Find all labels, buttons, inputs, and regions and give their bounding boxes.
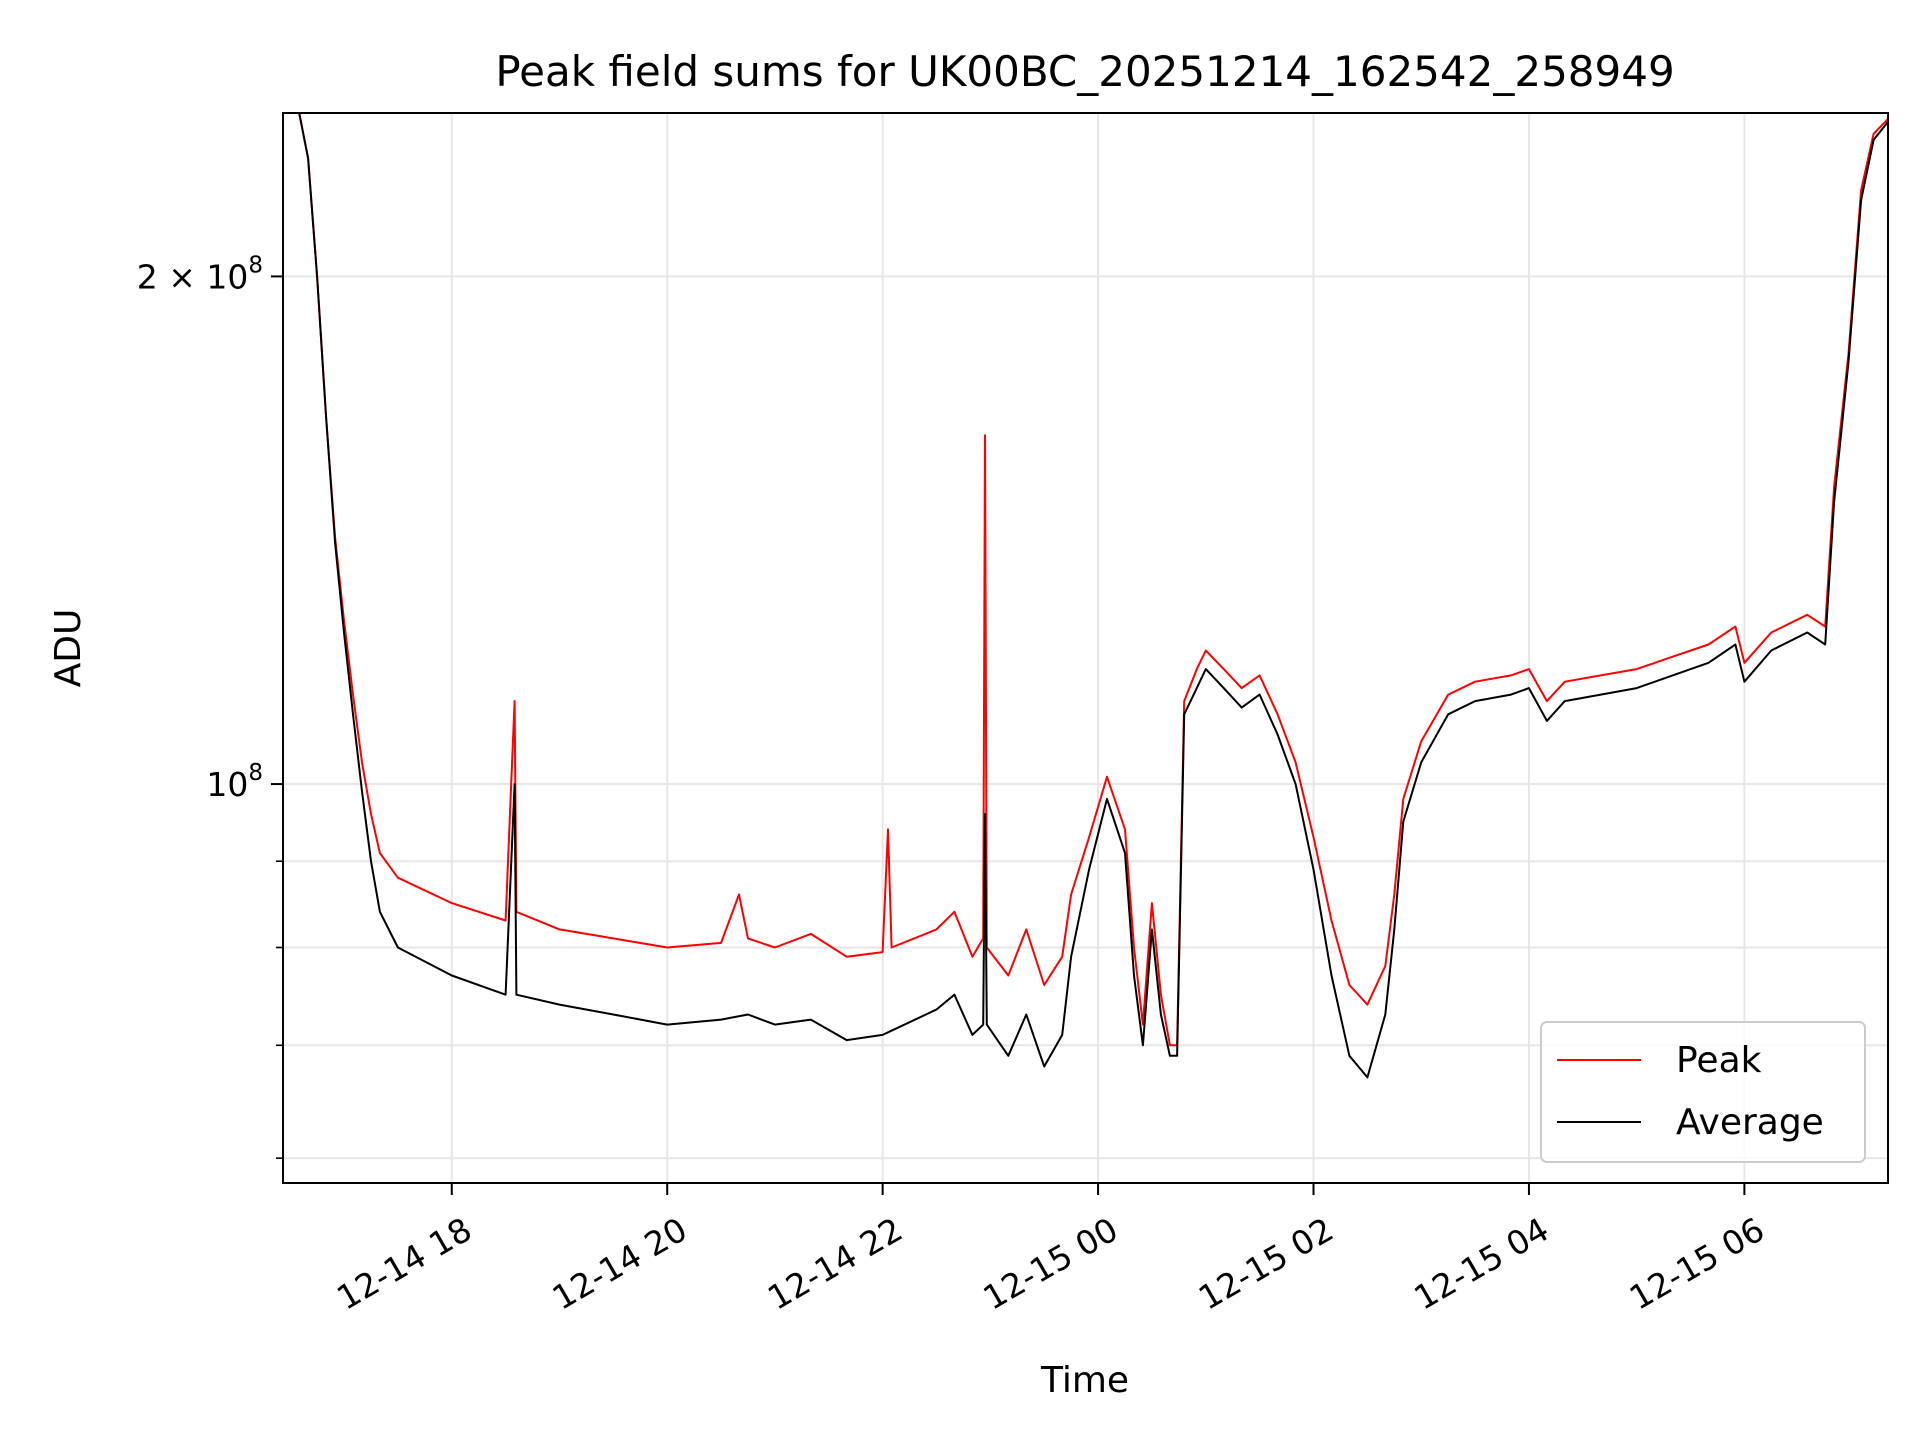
chart-title: Peak field sums for UK00BC_20251214_1625…	[495, 47, 1674, 96]
series-line-peak	[283, 112, 1889, 1047]
y-tick-label: 108	[206, 760, 263, 804]
plot-frame	[282, 112, 1889, 1184]
legend-label-average: Average	[1676, 1102, 1824, 1143]
plot-series	[283, 112, 1889, 1079]
legend-box	[1540, 1021, 1866, 1163]
y-axis-label: ADU	[48, 609, 89, 688]
grid	[283, 113, 1888, 1183]
y-tick-label: 2 × 108	[137, 252, 263, 296]
legend-label-peak: Peak	[1676, 1040, 1762, 1081]
x-axis-label: Time	[1040, 1360, 1129, 1401]
series-line-average	[283, 112, 1889, 1079]
legend: Peak Average	[1540, 1021, 1866, 1163]
